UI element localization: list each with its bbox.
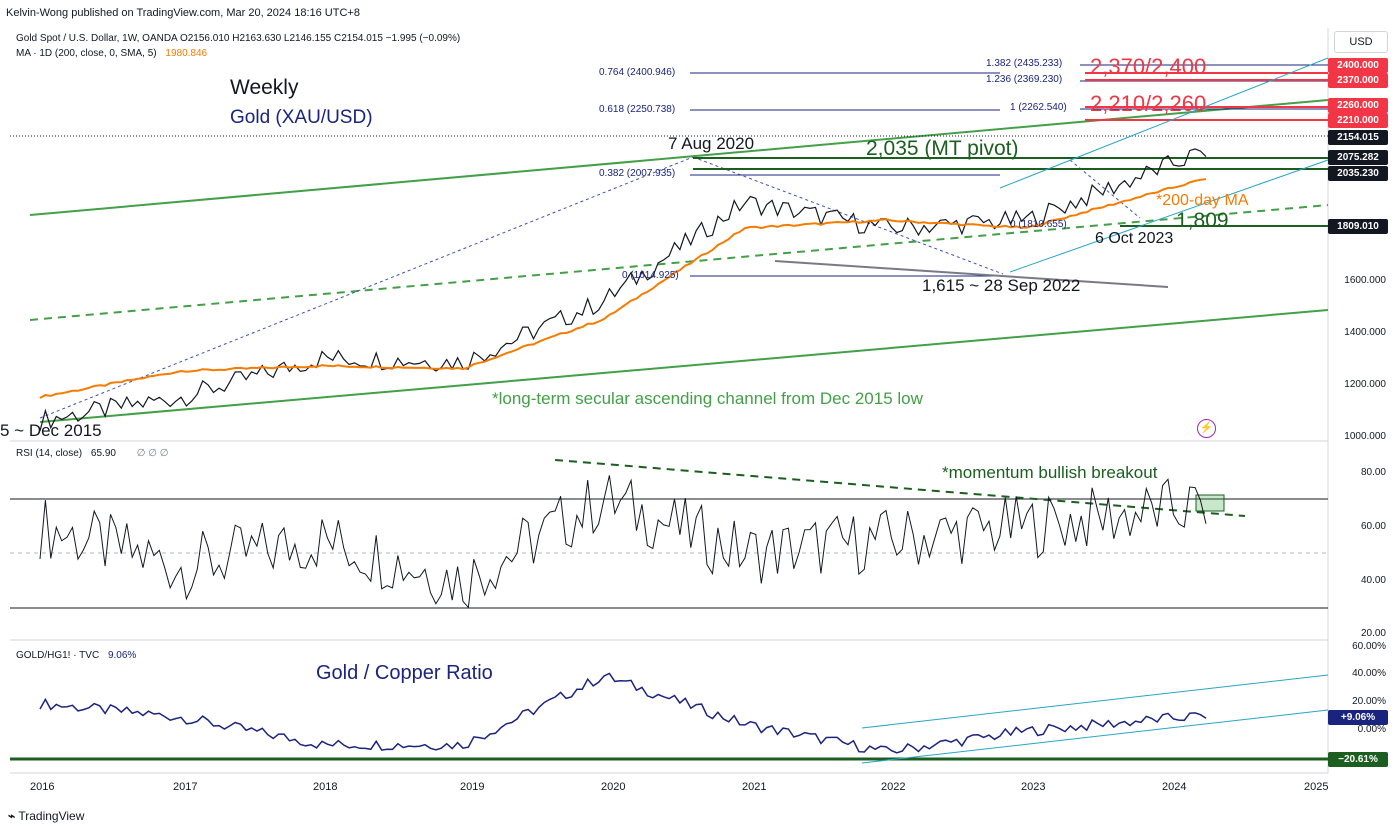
x-tick: 2023 xyxy=(1021,781,1046,793)
tv-logo-icon: ⌁ xyxy=(8,809,16,823)
channel-lower-line xyxy=(39,309,1329,423)
x-tick: 2020 xyxy=(601,781,626,793)
momentum-label: *momentum bullish breakout xyxy=(942,463,1158,482)
gold-label: Gold (XAU/USD) xyxy=(230,107,373,128)
ma200-label: *200-day MA xyxy=(1156,192,1249,209)
published-by: Kelvin-Wong published on TradingView.com… xyxy=(6,7,360,19)
x-tick: 2025 xyxy=(1304,781,1329,793)
target-mid-label: 2,210/2,260 xyxy=(1090,91,1207,116)
rsi-trendline xyxy=(554,459,1246,517)
ma-label: MA · 1D (200, close, 0, SMA, 5) xyxy=(16,48,157,59)
price-box-2075: 2075.282 xyxy=(1328,150,1388,165)
rsi-label: RSI (14, close) xyxy=(16,448,83,459)
fib-0-label: 0 (1614.925) xyxy=(622,270,679,281)
fib-0382-label: 0.382 (2007.935) xyxy=(599,168,676,179)
lightning-icon[interactable]: ⚡ xyxy=(1197,419,1216,438)
price-box-2210: 2210.000 xyxy=(1328,113,1388,128)
ma200-series xyxy=(39,178,1207,399)
rsi-series xyxy=(39,475,1207,609)
price-box-1809: 1809.010 xyxy=(1328,219,1388,234)
ma-legend[interactable]: MA · 1D (200, close, 0, SMA, 5) 1980.846 xyxy=(16,48,207,59)
fib-0764-label: 0.764 (2400.946) xyxy=(599,67,676,78)
rsi-icons: ∅ ∅ ∅ xyxy=(136,448,169,459)
x-tick: 2018 xyxy=(313,781,338,793)
fib-1236-label: 1.236 (2369.230) xyxy=(986,74,1063,85)
dec2015-label: 5 ~ Dec 2015 xyxy=(0,421,102,440)
x-tick: 2016 xyxy=(30,781,55,793)
ratio-title: Gold / Copper Ratio xyxy=(316,662,493,684)
price-tick: 1600.000 xyxy=(1344,275,1386,286)
price-tick: 1400.000 xyxy=(1344,327,1386,338)
tradingview-logo[interactable]: ⌁ TradingView xyxy=(8,809,84,823)
weekly-label: Weekly xyxy=(230,76,299,99)
footer-brand: TradingView xyxy=(18,809,85,823)
rsi-value: 65.90 xyxy=(90,448,116,459)
price-series xyxy=(39,148,1207,431)
price-tick: 1000.000 xyxy=(1344,431,1386,442)
ratio-tick: 40.00% xyxy=(1352,668,1386,679)
price-tick: 1200.000 xyxy=(1344,379,1386,390)
short-channel-upper xyxy=(999,57,1329,189)
fib-1-label: 1 (2262.540) xyxy=(1010,102,1067,113)
price-box-2260: 2260.000 xyxy=(1328,98,1388,113)
channel-label: *long-term secular ascending channel fro… xyxy=(492,389,923,408)
ratio-tick: 60.00% xyxy=(1352,641,1386,652)
price-box-2035: 2035.230 xyxy=(1328,166,1388,181)
ratio-box-low: −20.61% xyxy=(1328,752,1388,767)
x-tick: 2022 xyxy=(881,781,906,793)
oct2023-label: 6 Oct 2023 xyxy=(1095,230,1174,247)
fib-diagonal-2 xyxy=(692,156,1004,275)
fib-1382-label: 1.382 (2435.233) xyxy=(986,58,1063,69)
ratio-box-now: +9.06% xyxy=(1328,710,1388,725)
x-tick: 2019 xyxy=(460,781,485,793)
x-tick: 2024 xyxy=(1162,781,1187,793)
rsi-tick: 20.00 xyxy=(1360,628,1386,639)
ratio-channel-upper xyxy=(861,674,1329,729)
symbol-line[interactable]: Gold Spot / U.S. Dollar, 1W, OANDA O2156… xyxy=(16,33,461,44)
price-box-last: 2154.015 xyxy=(1328,130,1388,145)
fib-0b-label: 0 (1810.655) xyxy=(1010,219,1067,230)
ratio-tick: 20.00% xyxy=(1352,696,1386,707)
ratio-legend[interactable]: GOLD/HG1! · TVC 9.06% xyxy=(16,650,136,661)
ratio-label: GOLD/HG1! · TVC xyxy=(16,650,100,661)
short-channel-lower xyxy=(1009,159,1329,273)
sep2022-label: 1,615 ~ 28 Sep 2022 xyxy=(922,276,1081,295)
ratio-channel-lower xyxy=(861,709,1329,764)
rsi-tick: 60.00 xyxy=(1360,521,1386,532)
rsi-tick: 80.00 xyxy=(1360,467,1386,478)
rsi-breakout-box xyxy=(1195,494,1225,512)
x-tick: 2021 xyxy=(742,781,767,793)
ratio-series xyxy=(39,672,1207,754)
aug2020-label: 7 Aug 2020 xyxy=(668,134,755,153)
channel-mid-line xyxy=(29,204,1329,321)
rsi-tick: 40.00 xyxy=(1360,575,1386,586)
ratio-value: 9.06% xyxy=(107,650,137,661)
pivot-label: 2,035 (MT pivot) xyxy=(866,137,1019,160)
ratio-tick: 0.00% xyxy=(1357,724,1386,735)
price-box-2370: 2370.000 xyxy=(1328,73,1388,88)
x-tick: 2017 xyxy=(173,781,198,793)
support-trendline xyxy=(774,260,1169,288)
fib-0618-label: 0.618 (2250.738) xyxy=(599,104,676,115)
level1809-label: 1,809 xyxy=(1176,209,1229,232)
price-box-2400: 2400.000 xyxy=(1328,58,1388,73)
target-high-label: 2,370/2,400 xyxy=(1090,54,1207,79)
currency-button[interactable]: USD xyxy=(1334,31,1388,53)
ma-value: 1980.846 xyxy=(165,48,208,59)
rsi-legend[interactable]: RSI (14, close) 65.90 ∅ ∅ ∅ xyxy=(16,448,168,459)
